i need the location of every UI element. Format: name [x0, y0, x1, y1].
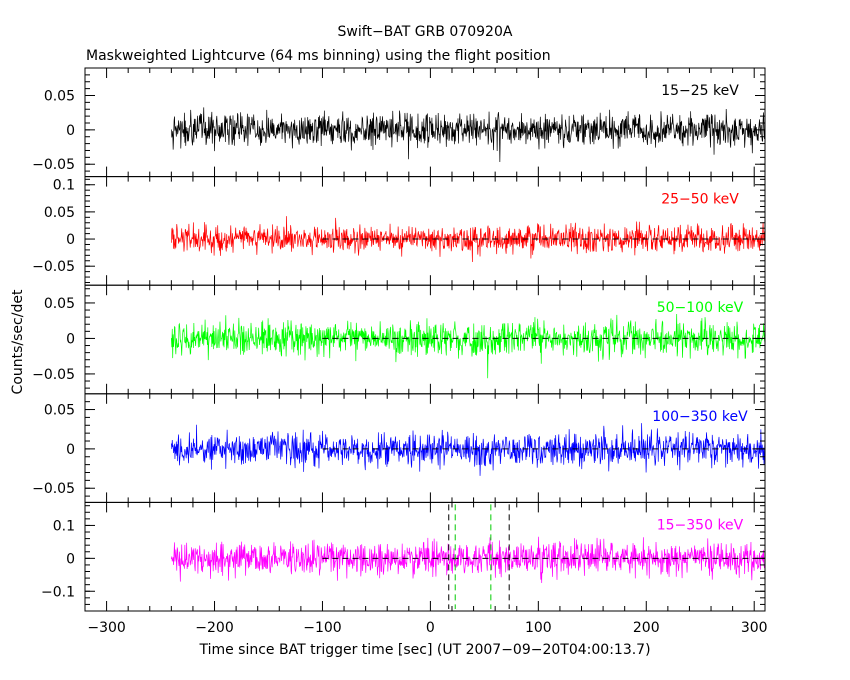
y-tick-label: 0 [66, 331, 75, 347]
panel-1: 15−25 keV −0.05 0 0.05 [32, 67, 766, 178]
x-tick-label: −100 [303, 620, 341, 636]
y-tick-label: −0.05 [32, 481, 75, 497]
y-tick-label: 0 [66, 123, 75, 139]
band-label: 15−350 keV [657, 517, 744, 533]
y-tick-label: −0.05 [32, 157, 75, 173]
y-tick-label: 0.05 [44, 205, 75, 221]
panel-2: 25−50 keV −0.05 0 0.05 0.1 [32, 176, 766, 286]
chart-title: Swift−BAT GRB 070920A [338, 24, 513, 40]
panel-frame [84, 501, 766, 612]
y-tick-label: 0.05 [44, 88, 75, 104]
panels: 15−25 keV −0.05 0 0.05 25−50 keV −0.05 0 0.05 0.… [32, 67, 768, 636]
x-tick-label: 100 [525, 620, 552, 636]
y-tick-label: 0.1 [53, 518, 75, 534]
y-tick-label: 0.05 [44, 296, 75, 312]
y-tick-label: −0.05 [32, 367, 75, 383]
band-label: 50−100 keV [657, 300, 744, 316]
y-tick-label: 0 [66, 551, 75, 567]
band-label: 25−50 keV [661, 192, 739, 208]
panel-3: 50−100 keV −0.05 0 0.05 [32, 284, 766, 395]
y-tick-label: 0 [66, 232, 75, 248]
series-line [171, 107, 765, 162]
y-tick-label: 0.1 [53, 178, 75, 194]
y-tick-label: −0.05 [32, 259, 75, 275]
y-tick-label: 0 [66, 442, 75, 458]
x-tick-label: 0 [426, 620, 435, 636]
band-label: 100−350 keV [652, 409, 748, 425]
y-tick-label: −0.1 [41, 584, 75, 600]
series-line [171, 536, 765, 584]
y-axis-label: Counts/sec/det [10, 289, 26, 394]
series-line [171, 423, 765, 476]
panel-5: 15−350 keV −0.1 0 0.1 [41, 501, 766, 612]
x-axis-label: Time since BAT trigger time [sec] (UT 20… [198, 642, 650, 658]
chart-subtitle: Maskweighted Lightcurve (64 ms binning) … [86, 48, 551, 64]
panel-4: 100−350 keV −0.05 0 0.05 [32, 393, 766, 503]
series-line [171, 216, 765, 263]
x-tick-label: 200 [633, 620, 660, 636]
band-label: 15−25 keV [661, 83, 739, 99]
x-tick-label: 300 [741, 620, 768, 636]
x-tick-label: −300 [87, 620, 125, 636]
y-tick-label: 0.05 [44, 403, 75, 419]
series-line [171, 314, 765, 379]
x-tick-label: −200 [195, 620, 233, 636]
